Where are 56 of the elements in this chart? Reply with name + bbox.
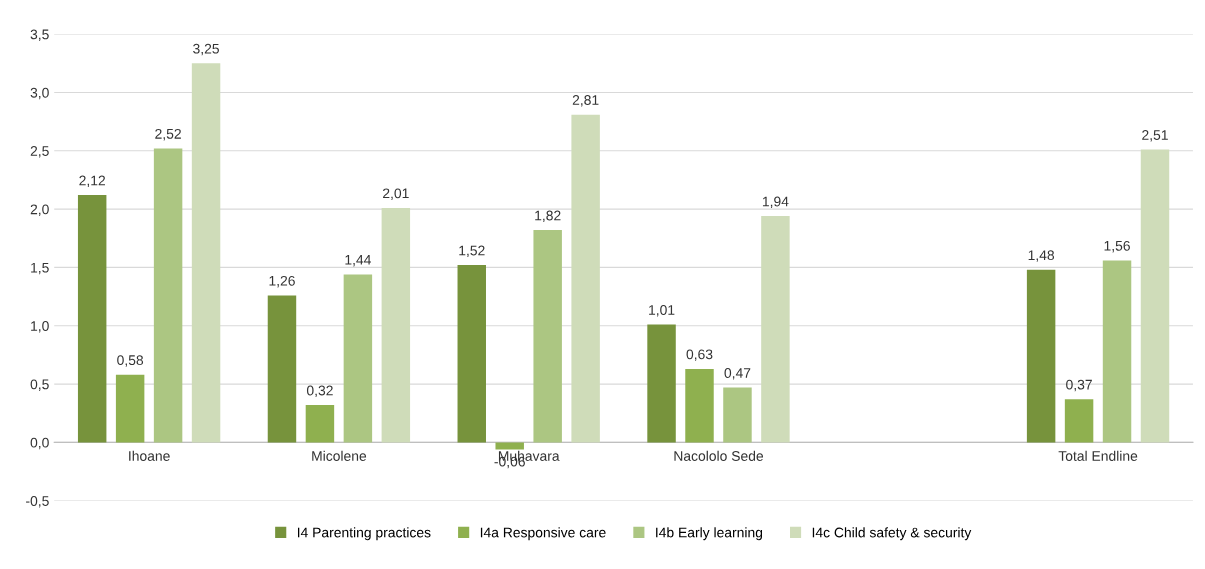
bar — [191, 63, 221, 443]
data-label: 1,52 — [459, 245, 485, 258]
bar — [533, 230, 562, 443]
data-label: 2,81 — [572, 95, 599, 107]
y-tick-label: 2,0 — [30, 204, 49, 216]
legend-label: I4 Parenting practices — [297, 527, 431, 541]
data-label: 0,63 — [686, 349, 713, 361]
y-tick-label: 1,5 — [31, 262, 49, 275]
data-label: 1,44 — [345, 255, 371, 267]
data-label: 2,52 — [155, 128, 181, 141]
bar — [495, 442, 524, 450]
data-label: 3,25 — [193, 43, 219, 56]
data-label: 1,01 — [649, 305, 675, 317]
x-tick-label: Ihoane — [129, 450, 170, 461]
data-label: 2,51 — [1142, 130, 1168, 142]
bar — [267, 295, 297, 443]
bar — [1064, 399, 1094, 443]
y-tick-label: 0,5 — [30, 379, 49, 391]
bar — [1026, 269, 1056, 443]
x-tick-label: Nacololo Sede — [674, 450, 764, 461]
bar — [571, 114, 600, 443]
data-label: 1,82 — [535, 210, 561, 223]
data-label: 0,37 — [1066, 379, 1092, 392]
bar — [685, 368, 714, 443]
y-tick-label: 0,0 — [30, 437, 49, 450]
data-label: 2,12 — [79, 175, 105, 188]
bar — [77, 195, 107, 443]
bar — [647, 324, 676, 443]
y-tick-label: 1,0 — [31, 321, 49, 333]
bar — [305, 405, 335, 443]
data-label: 1,56 — [1104, 240, 1130, 253]
data-label: 1,26 — [269, 275, 295, 288]
data-label: 0,47 — [724, 368, 751, 380]
data-label: 2,01 — [383, 188, 409, 200]
y-tick-label: 2,5 — [30, 146, 49, 158]
bar — [1140, 149, 1170, 443]
bar — [153, 148, 183, 443]
bar — [115, 374, 145, 443]
bar — [343, 274, 373, 443]
bar — [761, 216, 790, 443]
legend-label: I4b Early learning — [656, 527, 763, 541]
bar — [1102, 260, 1132, 443]
y-tick-label: 3,5 — [30, 29, 49, 41]
y-tick-label: 3,0 — [30, 87, 49, 100]
bar — [723, 387, 752, 443]
data-label: 1,94 — [762, 196, 789, 209]
x-tick-label: Total Endline — [1058, 450, 1138, 461]
bar — [457, 265, 486, 443]
y-tick-label: -0,5 — [26, 496, 49, 508]
x-tick-label: Micolene — [312, 450, 367, 461]
data-label: 1,48 — [1028, 250, 1055, 262]
data-label: 0,58 — [117, 355, 144, 367]
bar — [381, 207, 411, 443]
data-label: 0,32 — [306, 385, 333, 398]
legend-label: I4a Responsive care — [480, 527, 606, 541]
legend-label: I4c Child safety & security — [812, 527, 972, 541]
